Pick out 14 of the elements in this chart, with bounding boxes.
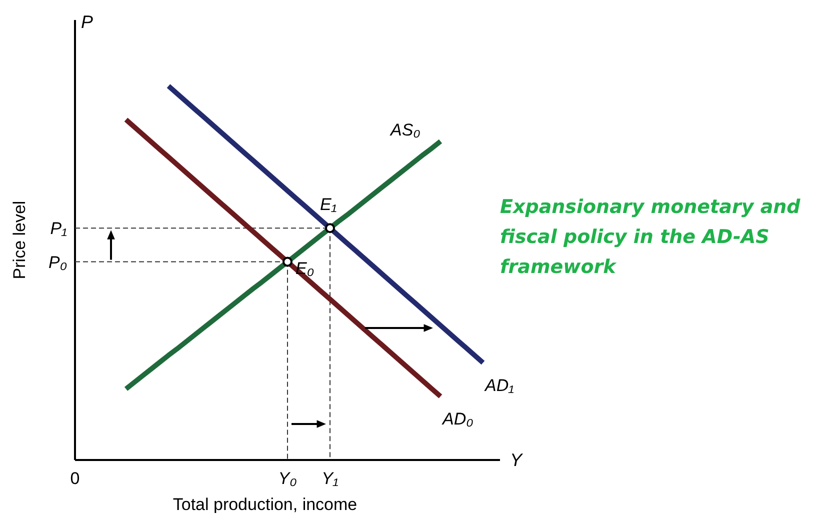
x-tick-label: Y₁	[322, 469, 338, 488]
x-tick-label: Y₀	[278, 469, 297, 488]
text: P	[81, 12, 94, 32]
annotation: E₁	[320, 195, 337, 214]
text: Expansionary monetary and fiscal policy in the AD-AS framework	[500, 196, 801, 278]
x-tick-label: 0	[70, 469, 80, 488]
ref-line-label: P₁	[50, 219, 67, 238]
ref-line-label: P₀	[48, 252, 67, 272]
annotation: E₀	[296, 258, 314, 278]
y-axis-title: Price level	[10, 200, 29, 280]
series-label: AD₁	[484, 376, 514, 395]
text: Y	[510, 450, 524, 470]
series-label: AS₀	[390, 120, 420, 140]
series-label: AD₀	[442, 409, 474, 428]
